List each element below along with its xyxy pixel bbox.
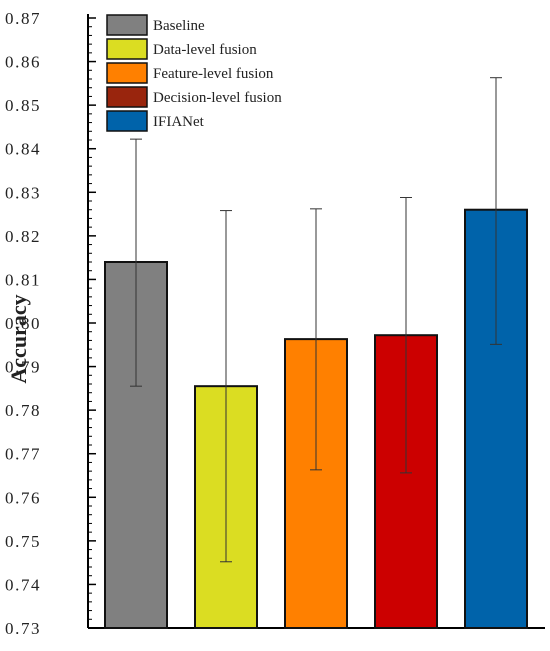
legend-label: IFIANet — [153, 114, 205, 130]
y-tick-label: 0.81 — [5, 270, 41, 289]
y-tick-label: 0.84 — [5, 140, 41, 159]
y-tick-label: 0.86 — [5, 53, 41, 72]
y-tick-label: 0.76 — [5, 488, 41, 507]
legend-label: Feature-level fusion — [153, 66, 274, 82]
legend-label: Decision-level fusion — [153, 90, 282, 106]
legend-swatch — [106, 110, 148, 132]
y-tick-label: 0.74 — [5, 575, 41, 594]
legend: Baseline Data-level fusion Feature-level f… — [106, 14, 282, 132]
legend-swatch — [106, 38, 148, 60]
y-tick-label: 0.75 — [5, 532, 41, 551]
y-tick-label: 0.77 — [5, 445, 41, 464]
y-tick-label: 0.78 — [5, 401, 41, 420]
axes: 0.73 0.74 0.75 0.76 0.77 0.78 0.79 0.80 0.81 0.82… — [5, 9, 545, 638]
bar — [284, 338, 348, 629]
legend-label: Baseline — [153, 18, 205, 34]
y-tick-label: 0.82 — [5, 227, 41, 246]
y-tick-label: 0.83 — [5, 183, 41, 202]
legend-label: Data-level fusion — [153, 42, 257, 58]
y-axis-label: Accuracy — [6, 294, 31, 383]
y-tick-label: 0.80 — [5, 314, 41, 333]
legend-swatch — [106, 14, 148, 36]
y-tick-label: 0.79 — [5, 358, 41, 377]
y-tick-label: 0.85 — [5, 96, 41, 115]
legend-swatch — [106, 86, 148, 108]
y-tick-label: 0.87 — [5, 9, 41, 28]
legend-swatch — [106, 62, 148, 84]
error-bars — [130, 77, 502, 563]
y-tick-label: 0.73 — [5, 619, 41, 638]
